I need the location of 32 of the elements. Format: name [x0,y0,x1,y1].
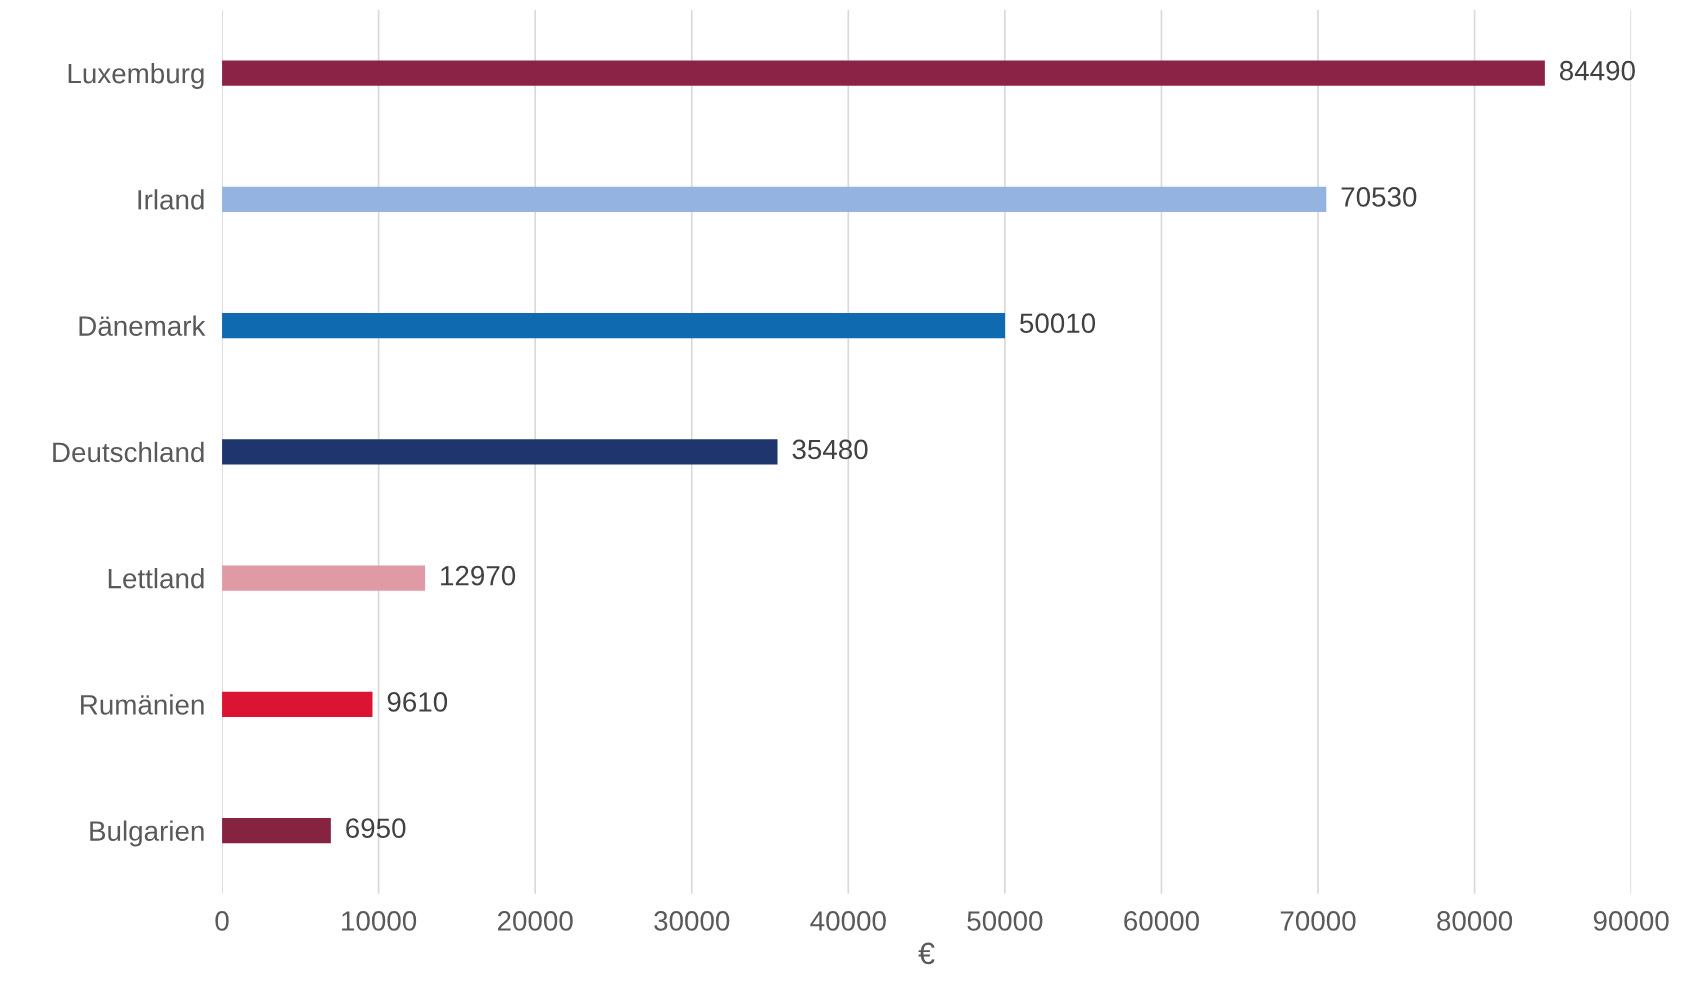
x-tick-label: 20000 [497,911,573,931]
data-label: 9610 [387,692,448,712]
y-tick-label: Dänemark [79,315,206,336]
x-tick-label: 40000 [810,911,886,931]
x-tick-label: 90000 [1593,911,1669,931]
y-tick-label: Rumänien [81,694,204,715]
y-tick-label: Deutschland [53,441,204,463]
x-tick-label: 30000 [654,911,730,931]
y-tick-label: Lettland [108,568,204,589]
data-label: 70530 [1341,187,1417,207]
x-tick-label: 10000 [342,911,417,931]
y-tick-label: Luxemburg [68,62,204,89]
x-tick-label: 80000 [1437,911,1513,931]
x-tick-label: 50000 [967,911,1043,931]
data-label: 35480 [792,439,868,460]
data-label: 50010 [1020,313,1096,334]
x-axis-title: € [918,942,935,965]
data-label: 84490 [1559,60,1635,81]
y-tick-label: Bulgarien [90,820,204,847]
bar [222,691,373,717]
x-tick-label: 60000 [1124,911,1199,931]
bar [222,60,1545,86]
y-tick-label: Irland [138,189,204,210]
data-label: 6950 [346,818,406,839]
bar [222,312,1006,339]
bar [222,186,1327,212]
x-tick-label: 70000 [1280,911,1356,931]
bar [222,439,778,465]
bar [222,565,426,591]
data-label: 12970 [441,565,516,586]
bar [222,817,331,844]
x-tick-label: 0 [215,911,229,931]
